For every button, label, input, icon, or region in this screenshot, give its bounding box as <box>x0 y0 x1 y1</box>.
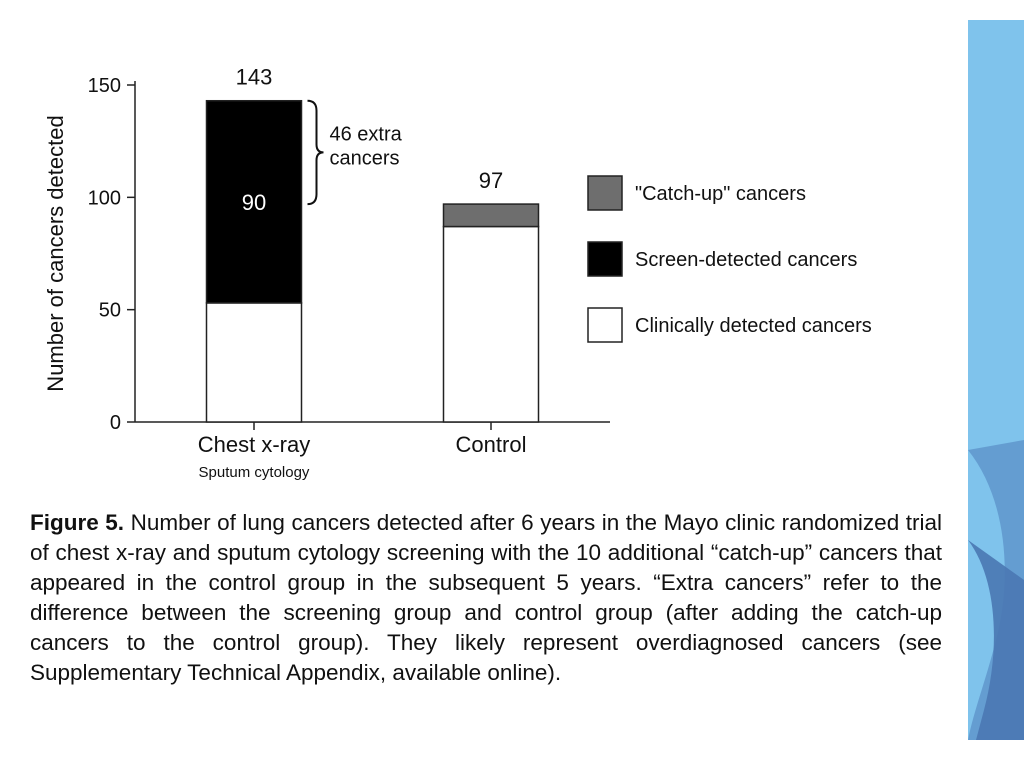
bar-total-label: 143 <box>236 65 273 90</box>
y-tick-label: 150 <box>88 75 121 97</box>
caption-text: Number of lung cancers detected after 6 … <box>30 510 942 685</box>
bar-segment <box>442 225 540 423</box>
legend-label: Clinically detected cancers <box>635 315 872 337</box>
extra-cancers-annotation-line2: cancers <box>330 147 400 169</box>
extra-cancers-bracket <box>307 99 324 206</box>
legend-label: "Catch-up" cancers <box>635 183 806 205</box>
chart-labels: 143 Chest x-ray Sputum cytology 97 Control 90… <box>198 65 527 481</box>
legend-swatch <box>587 307 623 343</box>
bar-segment <box>205 302 303 423</box>
legend: "Catch-up" cancers Screen-detected cancer… <box>587 175 872 343</box>
figure-caption: Figure 5. Number of lung cancers detecte… <box>30 508 942 688</box>
y-tick-label: 100 <box>88 187 121 209</box>
legend-label: Screen-detected cancers <box>635 249 857 271</box>
x-category-label: Control <box>456 432 527 457</box>
legend-swatch <box>587 241 623 277</box>
extra-cancers-annotation-line1: 46 extra <box>330 123 403 145</box>
screen-detected-value-label: 90 <box>242 190 266 215</box>
y-tick-label: 50 <box>99 300 121 322</box>
bar-total-label: 97 <box>479 168 503 193</box>
y-axis-title: Number of cancers detected <box>43 115 68 391</box>
bar-segment <box>442 203 540 228</box>
legend-swatch <box>587 175 623 211</box>
bar-segment <box>205 99 303 304</box>
stacked-bar-chart: 0 50 100 150 Number of cancers detected 143 C… <box>43 65 872 481</box>
x-category-sublabel: Sputum cytology <box>199 464 310 481</box>
decorative-side-band <box>968 20 1024 740</box>
caption-label: Figure 5. <box>30 510 125 535</box>
y-tick-label: 0 <box>110 412 121 434</box>
x-category-label: Chest x-ray <box>198 432 310 457</box>
axes: 0 50 100 150 Number of cancers detected <box>43 75 610 434</box>
bars <box>205 99 540 430</box>
